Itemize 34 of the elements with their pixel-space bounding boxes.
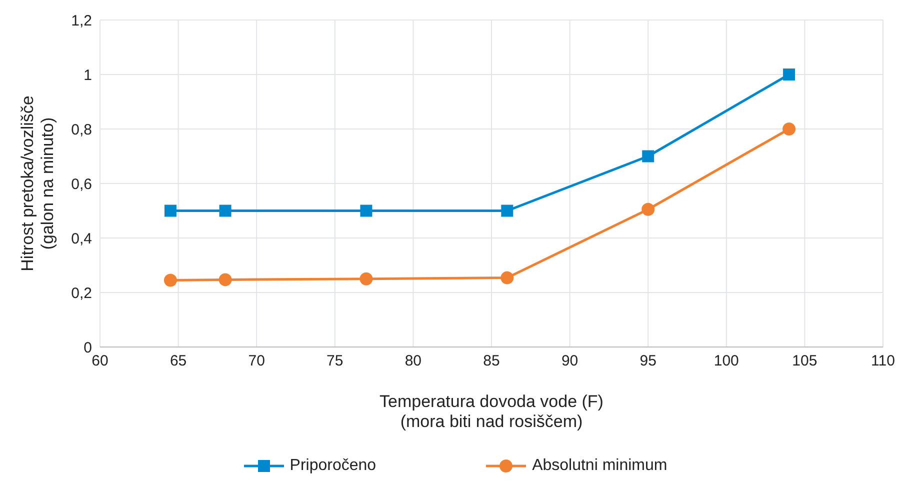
- x-tick-label: 110: [871, 352, 895, 370]
- x-tick-label: 90: [561, 352, 578, 370]
- point: [500, 271, 514, 284]
- point: [642, 202, 655, 216]
- y-tick-label: 0,8: [71, 121, 92, 138]
- x-tick-label: 70: [248, 352, 265, 370]
- x-tick-label: 65: [170, 352, 187, 370]
- y-tick-label: 1,2: [71, 12, 92, 30]
- x-tick-label: 85: [483, 352, 500, 370]
- x-tick-label: 105: [792, 352, 818, 370]
- x-tick-label: 80: [404, 352, 422, 370]
- point: [501, 204, 514, 217]
- point: [360, 204, 372, 217]
- point: [164, 274, 177, 287]
- x-axis-title: Temperatura dovoda vode (F) (mora biti nad rosiščem): [380, 392, 604, 431]
- legend-label: Absolutni minimum: [532, 457, 668, 475]
- y-tick-label: 0,6: [71, 176, 92, 193]
- y-tick-label: 0,2: [71, 284, 92, 302]
- point: [782, 122, 796, 136]
- point: [360, 272, 373, 286]
- x-tick-label: 75: [326, 352, 344, 370]
- point: [218, 273, 232, 286]
- y-tick-label: 0,4: [71, 230, 92, 248]
- x-tick-label: 60: [92, 352, 108, 370]
- y-tick-label: 0: [84, 339, 92, 356]
- point: [783, 68, 796, 80]
- x-tick-label: 95: [640, 352, 656, 370]
- y-axis-title: Hitrost pretoka/vozlišče (galon na minuto): [18, 96, 57, 272]
- x-tick-label: 100: [714, 352, 739, 370]
- y-tick-label: 1: [84, 66, 92, 84]
- legend-label: Priporočeno: [290, 457, 376, 475]
- point: [164, 204, 176, 217]
- point: [642, 150, 654, 162]
- point: [219, 204, 232, 217]
